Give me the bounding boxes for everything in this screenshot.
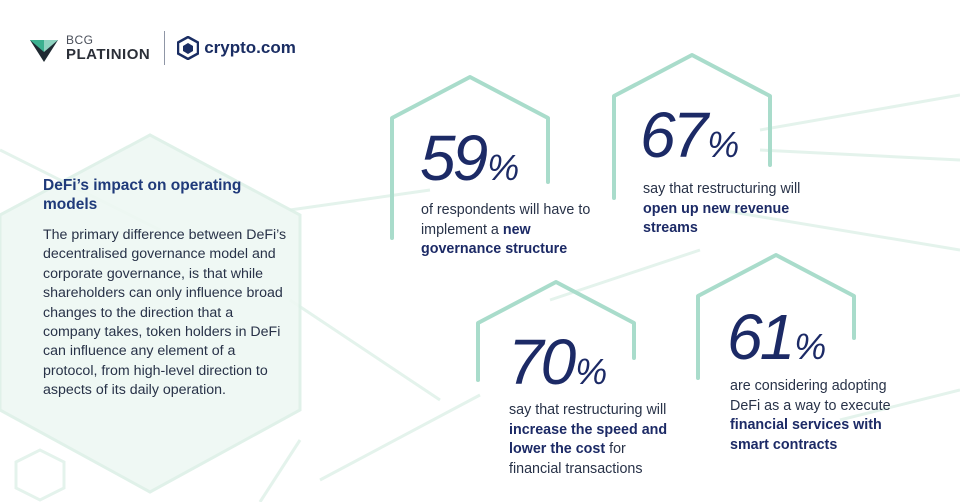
intro-title: DeFi’s impact on operating models — [43, 177, 242, 213]
logo-bar: BCG PLATINION crypto.com — [28, 30, 296, 66]
intro-body: The primary difference between DeFi’s de… — [43, 227, 287, 399]
stat-59-value: 59% — [420, 122, 520, 194]
crypto-com-logo: crypto.com — [177, 36, 296, 60]
stat-59-text: of respondents will have to implement a … — [421, 202, 591, 257]
crypto-com-label: crypto.com — [204, 38, 296, 57]
stat-70-text: say that restructuring will increase the… — [509, 402, 668, 477]
stat-67-text: say that restructuring will open up new … — [643, 181, 801, 236]
intro-section: DeFi’s impact on operating models The pr… — [43, 176, 288, 401]
stat-61-value: 61% — [727, 301, 827, 373]
bcg-label: BCG — [66, 33, 94, 47]
stat-67-value: 67% — [640, 99, 740, 171]
bcg-platinion-logo: BCG PLATINION — [28, 32, 150, 64]
platinion-label: PLATINION — [66, 46, 151, 63]
logo-divider — [164, 31, 166, 65]
stat-61-text: are considering adopting DeFi as a way t… — [730, 378, 891, 453]
crypto-shield-icon — [177, 36, 200, 60]
stat-70-value: 70% — [508, 326, 608, 398]
bcg-mark-icon — [30, 40, 58, 62]
